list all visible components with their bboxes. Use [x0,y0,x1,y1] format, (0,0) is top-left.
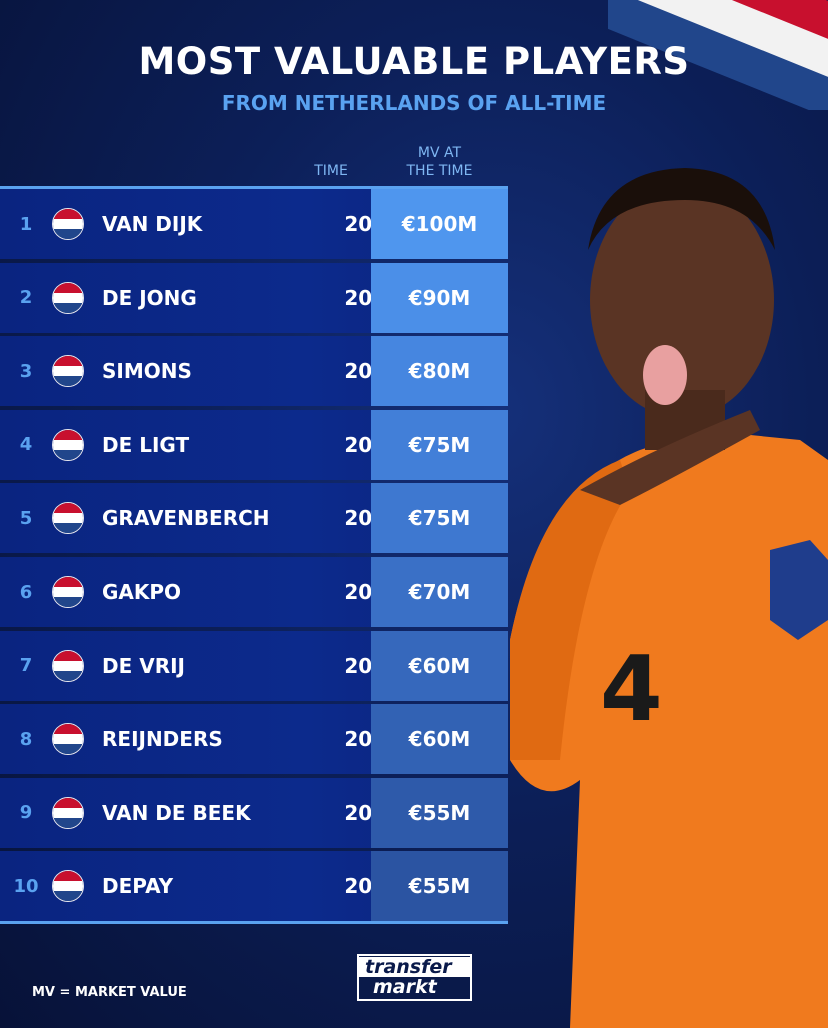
player-name: VAN DE BEEK [102,800,251,825]
player-name: GRAVENBERCH [102,506,270,531]
svg-text:4: 4 [600,637,663,742]
table-row: 6 GAKPO 2025 €70M [0,557,508,627]
market-value: €60M [371,704,508,775]
market-value: €55M [371,777,508,848]
player-photo: 4 [510,168,828,1028]
footnote: MV = MARKET VALUE [32,985,187,1000]
netherlands-flag-icon [52,723,84,756]
rank: 2 [19,287,33,309]
market-value: €75M [371,483,508,554]
market-value: €80M [371,336,508,407]
player-name: DE LIGT [102,432,190,457]
table-row: 4 DE LIGT 2019 €75M [0,409,508,480]
rank: 8 [19,728,33,750]
rank: 1 [19,213,33,235]
netherlands-flag-icon [52,576,84,608]
table-row: 9 VAN DE BEEK 2019 €55M [0,777,508,848]
market-value: €70M [371,557,508,627]
page-subtitle: FROM NETHERLANDS OF ALL-TIME [221,91,607,115]
market-value: €100M [371,189,508,259]
rank: 10 [13,875,39,897]
netherlands-flag-icon [52,355,84,388]
netherlands-flag-icon [52,502,84,535]
rank: 3 [19,360,33,382]
player-name: DEPAY [102,874,174,899]
player-name: GAKPO [102,580,182,604]
table-row: 5 GRAVENBERCH 2025 €75M [0,483,508,554]
column-header-time: TIME [314,163,348,179]
netherlands-flag-icon [52,208,84,240]
market-value: €55M [371,851,508,922]
table-row: 2 DE JONG 2019 €90M [0,262,508,333]
netherlands-flag-icon [52,796,84,829]
table-row: 1 VAN DIJK 2019 €100M [0,189,508,259]
market-value: €90M [371,262,508,333]
netherlands-flag-icon [52,428,84,461]
table-bottom-divider [0,921,508,924]
netherlands-flag-icon [52,649,84,682]
rank: 7 [19,655,33,677]
player-name: REIJNDERS [102,727,223,752]
rank: 4 [19,434,33,456]
logo-line2: markt [373,976,437,998]
page-title: MOST VALUABLE PLAYERS [138,40,690,83]
table-row: 10 DEPAY 2019 €55M [0,851,508,922]
table-top-divider [0,186,508,189]
column-header-mv-line1: MV AT [417,145,462,161]
player-name: DE VRIJ [102,653,185,678]
table-row: 3 SIMONS 2024 €80M [0,336,508,407]
market-value: €75M [371,409,508,480]
netherlands-flag-icon [52,281,84,314]
column-header-mv: MV AT THE TIME [371,144,508,180]
logo-line1: transfer [359,957,470,977]
column-header-mv-line2: THE TIME [406,163,473,179]
market-value: €60M [371,630,508,701]
table-row: 8 REIJNDERS 2025 €60M [0,704,508,775]
player-name: SIMONS [102,359,192,384]
transfermarkt-logo: transfer markt [357,954,472,1001]
rank: 6 [19,581,33,603]
rank: 5 [19,507,33,529]
table-row: 7 DE VRIJ 2019 €60M [0,630,508,701]
netherlands-flag-icon [52,870,84,903]
player-name: DE JONG [102,285,197,310]
player-name: VAN DIJK [102,212,203,236]
rank: 9 [19,802,33,824]
